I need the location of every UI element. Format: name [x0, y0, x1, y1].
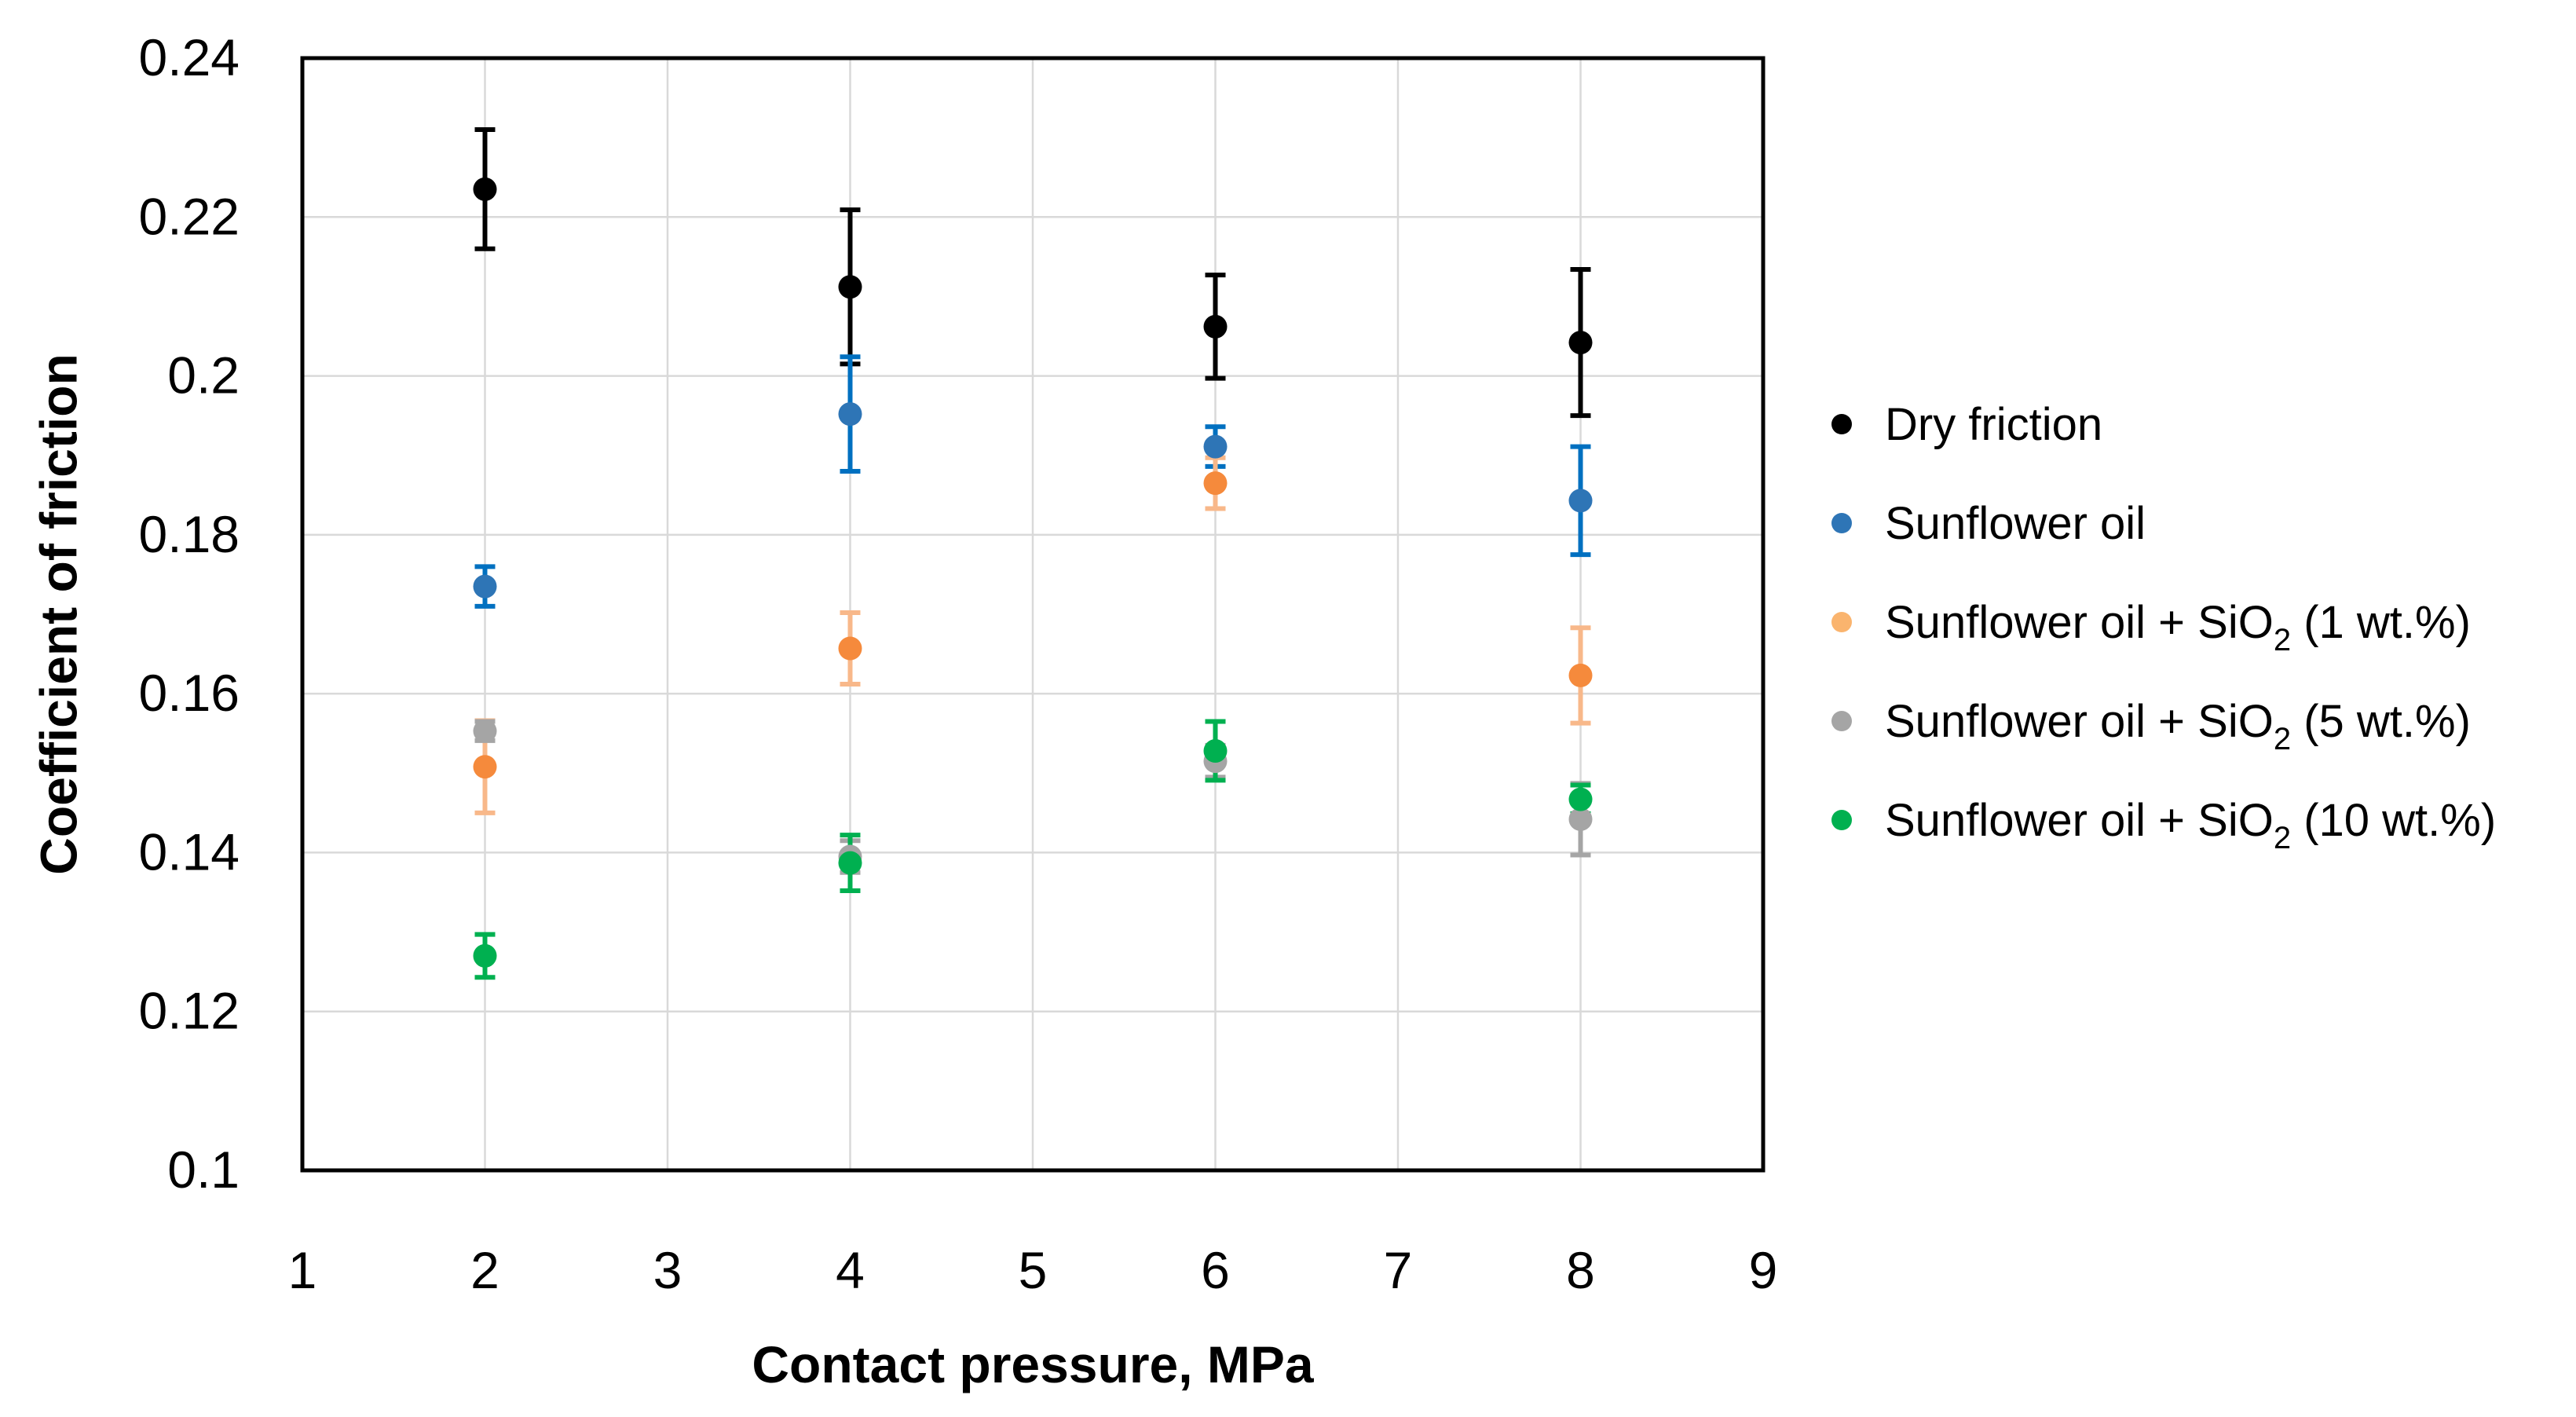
x-tick-label: 4	[836, 1241, 865, 1299]
y-axis-title: Coefficient of friction	[29, 353, 87, 875]
legend-label: Dry friction	[1885, 399, 2102, 450]
x-tick-label: 7	[1384, 1241, 1413, 1299]
data-point	[1568, 787, 1593, 811]
legend: Dry friction Sunflower oil Sunflower oil +…	[1831, 399, 2496, 855]
legend-marker	[1831, 612, 1852, 632]
y-tick-label: 0.2	[167, 346, 240, 405]
x-tick-label: 1	[288, 1241, 317, 1299]
data-point	[473, 755, 497, 779]
legend-label: Sunflower oil + SiO2 (10 wt.%)	[1885, 795, 2496, 855]
data-point	[838, 275, 862, 299]
data-point	[1568, 331, 1593, 355]
grid-lines	[301, 57, 1765, 1172]
legend-marker	[1831, 513, 1852, 533]
legend-label: Sunflower oil + SiO2 (5 wt.%)	[1885, 696, 2471, 756]
data-point	[473, 177, 497, 201]
y-tick-label: 0.1	[167, 1141, 240, 1199]
legend-item: Sunflower oil + SiO2 (5 wt.%)	[1831, 696, 2471, 756]
data-point	[1568, 663, 1593, 687]
data-point	[1203, 738, 1228, 763]
legend-marker	[1831, 414, 1852, 434]
data-point	[1568, 489, 1593, 513]
x-tick-label: 6	[1201, 1241, 1230, 1299]
legend-item: Sunflower oil + SiO2 (10 wt.%)	[1831, 795, 2496, 855]
legend-marker	[1831, 711, 1852, 731]
data-point	[1203, 314, 1228, 339]
y-tick-label: 0.16	[139, 664, 240, 722]
y-tick-label: 0.18	[139, 505, 240, 563]
data-point	[473, 574, 497, 599]
legend-label: Sunflower oil	[1885, 498, 2146, 549]
data-point	[1568, 807, 1593, 831]
legend-item: Sunflower oil + SiO2 (1 wt.%)	[1831, 597, 2471, 657]
x-axis-title: Contact pressure, MPa	[752, 1335, 1314, 1393]
legend-item: Sunflower oil	[1831, 498, 2146, 549]
y-tick-label: 0.24	[139, 28, 240, 86]
x-axis-ticks: 1 2 3 4 5 6 7 8 9	[288, 1241, 1778, 1299]
y-tick-label: 0.14	[139, 822, 240, 881]
y-axis-ticks: 0.1 0.12 0.14 0.16 0.18 0.2 0.22 0.24	[139, 28, 240, 1199]
x-tick-label: 5	[1019, 1241, 1048, 1299]
data-point	[473, 719, 497, 743]
y-tick-label: 0.12	[139, 982, 240, 1040]
data-points	[473, 177, 1593, 968]
x-tick-label: 8	[1566, 1241, 1595, 1299]
x-tick-label: 9	[1749, 1241, 1778, 1299]
data-point	[1203, 471, 1228, 496]
x-tick-label: 2	[470, 1241, 499, 1299]
data-point	[473, 943, 497, 968]
data-point	[838, 402, 862, 427]
data-point	[838, 851, 862, 875]
x-tick-label: 3	[653, 1241, 682, 1299]
y-tick-label: 0.22	[139, 187, 240, 245]
data-point	[838, 636, 862, 661]
legend-label: Sunflower oil + SiO2 (1 wt.%)	[1885, 597, 2471, 657]
data-point	[1203, 434, 1228, 459]
plot-area	[300, 56, 1766, 1173]
legend-marker	[1831, 810, 1852, 830]
legend-item: Dry friction	[1831, 399, 2102, 450]
